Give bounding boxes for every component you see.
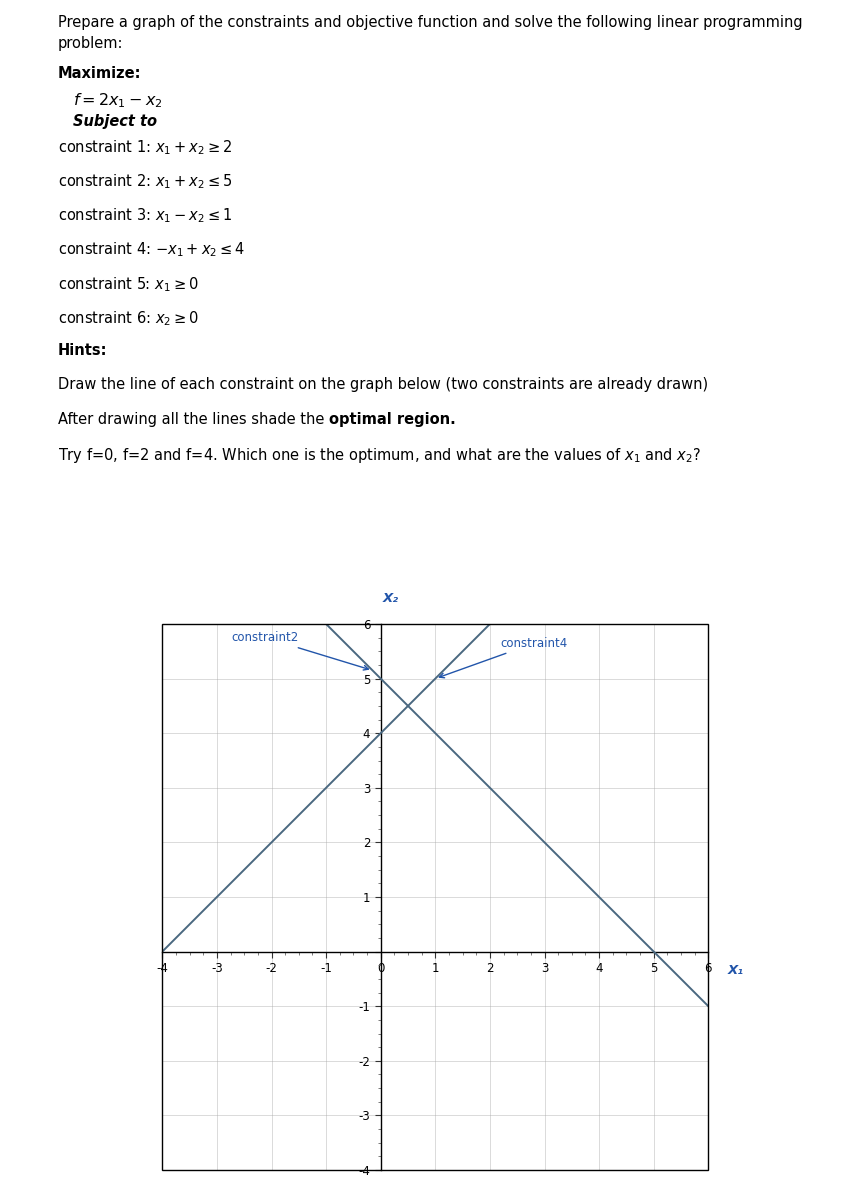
- Text: Draw the line of each constraint on the graph below (two constraints are already: Draw the line of each constraint on the …: [58, 377, 707, 392]
- Text: Hints:: Hints:: [58, 343, 107, 358]
- Text: constraint2: constraint2: [232, 631, 368, 670]
- Text: X₁: X₁: [727, 965, 742, 977]
- Text: constraint 6: $x_2 \geq 0$: constraint 6: $x_2 \geq 0$: [58, 310, 199, 328]
- Text: constraint4: constraint4: [439, 637, 567, 678]
- Text: X₂: X₂: [382, 592, 398, 605]
- Text: $f = 2x_1 - x_2$: $f = 2x_1 - x_2$: [73, 91, 163, 110]
- Text: Try f=0, f=2 and f=4. Which one is the optimum, and what are the values of $x_1$: Try f=0, f=2 and f=4. Which one is the o…: [58, 446, 700, 464]
- Text: constraint 1: $x_1 + x_2 \geq 2$: constraint 1: $x_1 + x_2 \geq 2$: [58, 138, 232, 157]
- Text: Maximize:: Maximize:: [58, 66, 141, 80]
- Text: constraint 4: $-x_1 + x_2 \leq 4$: constraint 4: $-x_1 + x_2 \leq 4$: [58, 240, 245, 259]
- Text: Subject to: Subject to: [73, 114, 157, 128]
- Text: After drawing all the lines shade the: After drawing all the lines shade the: [58, 412, 328, 427]
- Text: Prepare a graph of the constraints and objective function and solve the followin: Prepare a graph of the constraints and o…: [58, 14, 802, 30]
- Text: constraint 3: $x_1 - x_2 \leq 1$: constraint 3: $x_1 - x_2 \leq 1$: [58, 206, 232, 226]
- Text: optimal region.: optimal region.: [329, 412, 455, 427]
- Text: constraint 2: $x_1 + x_2 \leq 5$: constraint 2: $x_1 + x_2 \leq 5$: [58, 172, 232, 191]
- Text: constraint 5: $x_1 \geq 0$: constraint 5: $x_1 \geq 0$: [58, 275, 198, 294]
- Text: problem:: problem:: [58, 36, 123, 50]
